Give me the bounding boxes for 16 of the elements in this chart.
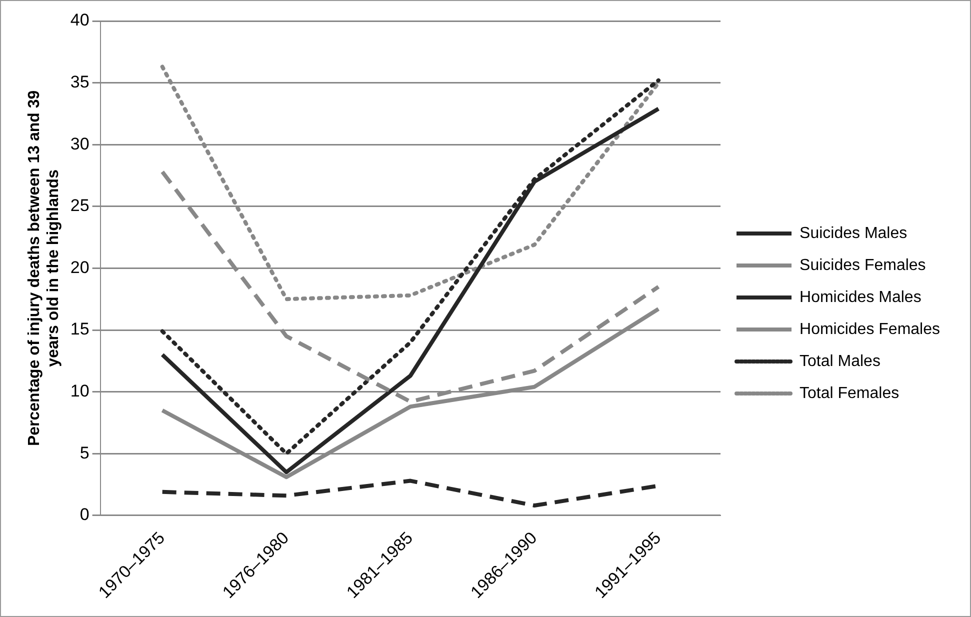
y-tick-label: 10 <box>70 381 90 400</box>
y-axis-title: Percentage of injury deaths between 13 and 39 years old in the highlands <box>26 90 62 446</box>
y-tick-label: 0 <box>80 505 90 524</box>
y-tick-label: 35 <box>70 72 90 92</box>
legend-label: Homicides Males <box>800 288 922 306</box>
y-tick-label: 20 <box>70 258 90 277</box>
legend-label: Homicides Females <box>800 320 940 338</box>
legend-label: Suicides Females <box>800 256 926 274</box>
y-tick-label: 40 <box>70 10 90 30</box>
y-tick-label: 15 <box>70 320 90 339</box>
y-tick-label: 30 <box>70 134 90 154</box>
y-tick-label: 5 <box>80 443 90 462</box>
legend-label: Total Males <box>800 352 880 370</box>
legend-label: Suicides Males <box>800 224 908 242</box>
legend-label: Total Females <box>800 384 900 402</box>
y-tick-label: 25 <box>70 196 90 216</box>
